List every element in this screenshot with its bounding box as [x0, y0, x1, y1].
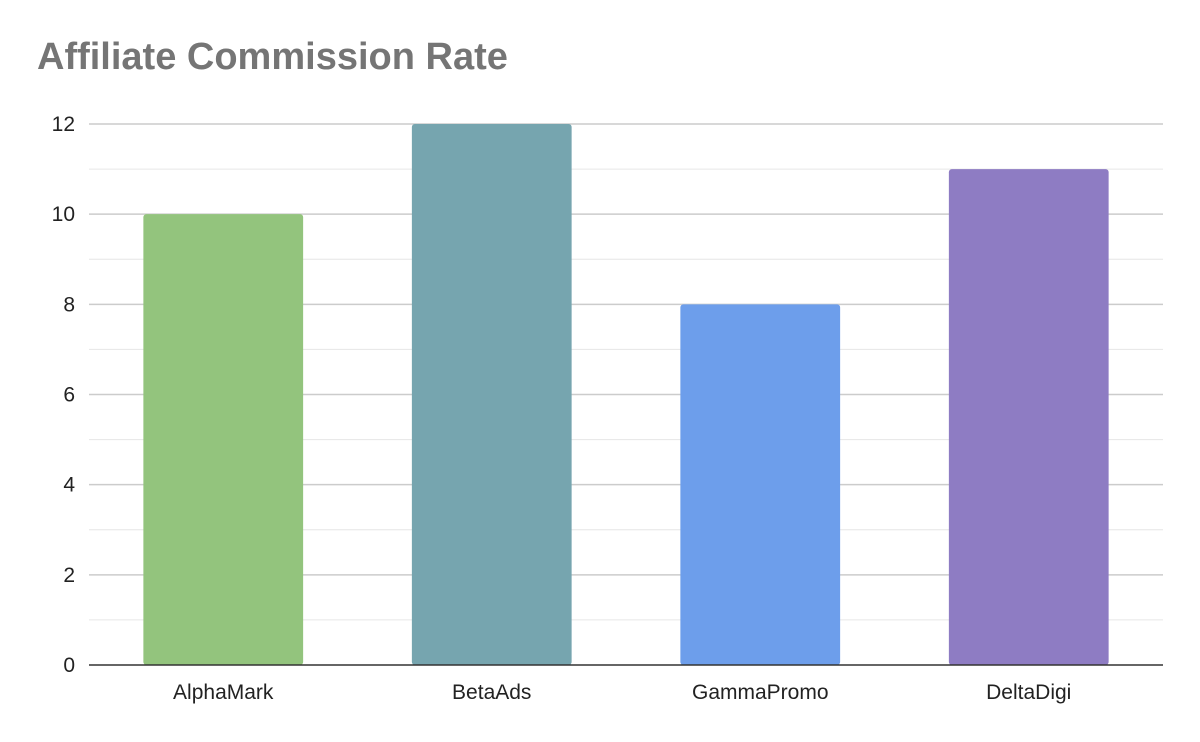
bar-alphamark — [143, 214, 304, 665]
y-tick-labels: 0 2 4 6 8 10 12 — [52, 113, 76, 677]
y-tick-label: 10 — [52, 203, 75, 226]
y-tick-label: 12 — [52, 113, 75, 136]
y-tick-label: 0 — [63, 654, 75, 677]
x-category-labels: AlphaMark BetaAds GammaPromo DeltaDigi — [173, 681, 1071, 704]
x-tick-label: AlphaMark — [173, 681, 274, 704]
y-tick-label: 2 — [63, 564, 75, 587]
chart-title: Affiliate Commission Rate — [37, 36, 508, 78]
bar-betaads — [411, 124, 572, 665]
y-tick-label: 6 — [63, 384, 75, 407]
x-tick-label: GammaPromo — [692, 681, 829, 704]
bar-deltadigi — [948, 169, 1109, 666]
x-tick-label: BetaAds — [452, 681, 531, 704]
y-tick-label: 8 — [63, 293, 75, 316]
bar-gammapromo — [680, 304, 841, 665]
bars — [143, 124, 1109, 666]
y-tick-label: 4 — [63, 474, 75, 497]
x-tick-label: DeltaDigi — [986, 681, 1071, 704]
